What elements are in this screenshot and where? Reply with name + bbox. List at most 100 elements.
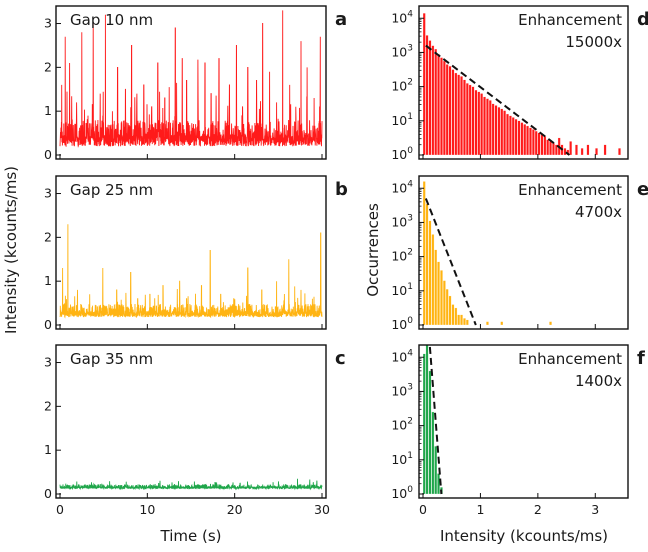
bar-d <box>586 144 590 156</box>
bar-d <box>465 83 469 156</box>
bar-f <box>437 473 440 495</box>
y-tick-label-c: 3 <box>44 355 52 370</box>
x-tick-label-f: 1 <box>476 502 484 517</box>
bar-e <box>422 181 426 326</box>
y-tick-label-f: 102 <box>391 417 413 433</box>
bar-d <box>540 134 544 156</box>
bar-e <box>465 319 469 326</box>
bar-d <box>477 91 481 156</box>
bar-d <box>488 100 492 156</box>
bar-e <box>431 234 435 326</box>
annotation-e-line2: 4700x <box>575 203 622 221</box>
bar-d <box>437 54 440 156</box>
y-tick-label-b: 3 <box>44 186 52 201</box>
bar-d <box>480 93 484 156</box>
bar-d <box>506 113 509 156</box>
bar-d <box>491 103 495 156</box>
bar-e <box>454 307 458 326</box>
x-tick-label-f: 2 <box>534 502 542 517</box>
bar-d <box>497 106 501 156</box>
bar-e <box>440 270 443 326</box>
panel-a-frame <box>55 5 327 160</box>
bar-d <box>511 117 515 156</box>
bar-d <box>508 115 512 156</box>
x-tick-label-c: 30 <box>314 502 330 517</box>
y-tick-label-b: 1 <box>44 273 52 288</box>
bar-d <box>575 144 578 156</box>
bar-d <box>554 144 558 156</box>
panel-f: 100 101 102 103 104 0 1 2 3 Enhancement 1400x f <box>391 344 645 517</box>
bar-e <box>428 220 432 326</box>
left-x-axis-label: Time (s) <box>160 527 222 545</box>
bar-d <box>517 120 521 156</box>
y-tick-label-c: 2 <box>44 398 52 413</box>
bar-d <box>603 144 607 156</box>
bar-d <box>471 86 475 156</box>
right-x-axis-label: Intensity (kcounts/ms) <box>440 527 608 545</box>
panel-e: 100 101 102 103 104 Enhancement 4700x e <box>391 175 648 332</box>
bar-d <box>460 76 463 156</box>
x-tick-label-c: 10 <box>139 502 155 517</box>
bar-d <box>563 148 567 156</box>
x-tick-label-c: 20 <box>227 502 243 517</box>
bar-d <box>431 45 435 156</box>
panel-label-e: e <box>637 179 648 200</box>
panel-d-frame <box>418 5 629 160</box>
x-tick-label-f: 3 <box>591 502 599 517</box>
panel-label-a: a <box>335 9 347 30</box>
panel-a: 0 1 2 3 Gap 10 nm a <box>44 5 347 162</box>
y-tick-label-d: 101 <box>391 112 413 128</box>
annotation-f-line2: 1400x <box>575 372 622 390</box>
bar-e <box>549 321 552 326</box>
panel-b: 0 1 2 3 Gap 25 nm b <box>44 175 348 332</box>
bar-d <box>425 35 429 156</box>
right-y-axis-label: Occurrences <box>364 203 382 297</box>
bar-d <box>580 148 584 156</box>
panel-b-frame <box>55 175 327 330</box>
bar-e <box>451 304 455 326</box>
annotation-d-line2: 15000x <box>565 33 622 51</box>
y-tick-label-a: 2 <box>44 59 52 74</box>
y-tick-label-d: 104 <box>391 9 413 25</box>
bar-d <box>486 98 489 156</box>
panel-label-b: b <box>335 179 348 200</box>
bar-d <box>463 79 466 156</box>
bar-d <box>514 118 518 156</box>
y-tick-label-e: 104 <box>391 179 413 195</box>
annotation-a: Gap 10 nm <box>70 11 153 29</box>
panel-d: 100 101 102 103 104 Enhancement 15000x d <box>391 5 648 162</box>
bar-d <box>454 72 458 156</box>
y-tick-label-c: 0 <box>44 486 52 501</box>
panel-label-c: c <box>335 348 346 369</box>
annotation-c: Gap 35 nm <box>70 350 153 368</box>
bar-f <box>422 353 426 495</box>
bar-d <box>422 12 426 156</box>
bar-d <box>537 132 541 156</box>
y-tick-label-e: 101 <box>391 282 413 298</box>
bar-e <box>442 280 446 326</box>
bar-d <box>448 65 452 156</box>
bar-e <box>500 321 504 326</box>
bar-e <box>460 314 463 326</box>
series-b-trace <box>59 224 323 319</box>
bar-d <box>523 124 527 156</box>
bar-e <box>425 203 429 326</box>
panel-e-frame <box>418 175 629 330</box>
bar-e <box>486 321 489 326</box>
y-tick-label-f: 103 <box>391 382 413 398</box>
bar-d <box>445 64 449 156</box>
bar-d <box>552 142 555 156</box>
bar-d <box>428 40 432 156</box>
y-tick-label-b: 0 <box>44 317 52 332</box>
y-tick-label-f: 101 <box>391 451 413 467</box>
bar-d <box>531 129 535 156</box>
bar-f <box>431 411 435 495</box>
bar-e <box>457 314 461 326</box>
series-a-trace <box>59 10 323 148</box>
annotation-f-line1: Enhancement <box>518 350 622 368</box>
bar-d <box>526 125 529 156</box>
bar-d <box>503 110 507 156</box>
bar-d <box>440 57 443 156</box>
y-tick-label-a: 0 <box>44 147 52 162</box>
